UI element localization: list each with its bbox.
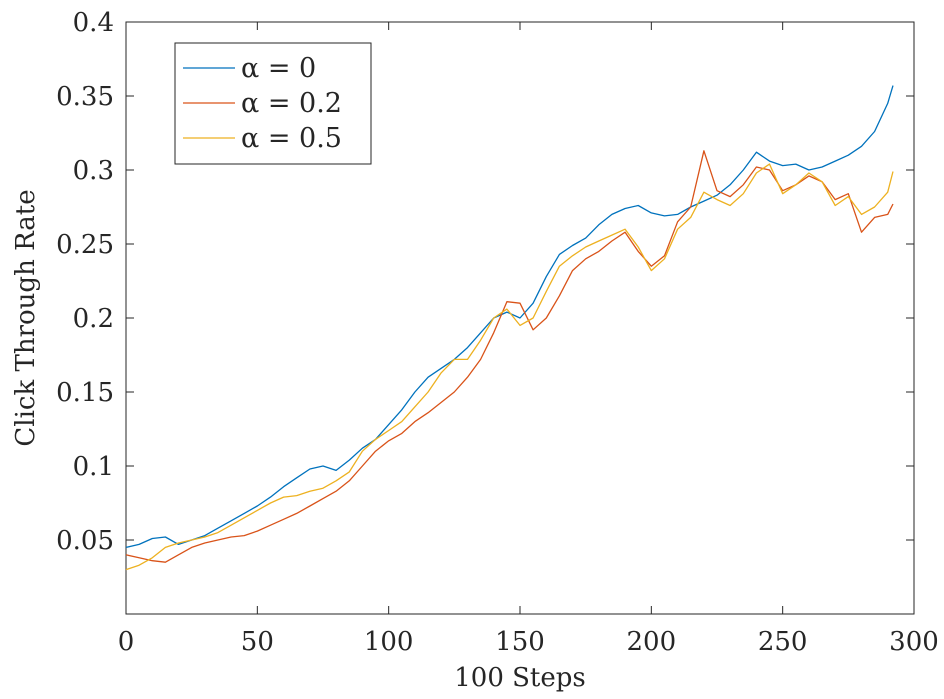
legend-label-0: α = 0 [241,53,316,84]
series-line-0 [125,85,894,549]
series-line-1 [125,150,894,563]
x-tick-label: 0 [118,627,135,657]
x-axis-title: 100 Steps [454,663,586,693]
y-tick-label: 0.3 [73,156,114,186]
x-tick-label: 250 [758,627,808,657]
x-tick-label: 100 [364,627,414,657]
tick-labels: 0 50 100 150 200 250 300 0.05 0.1 0.15 0.2 0.25 0.3 0… [56,8,939,657]
legend-label-2: α = 0.5 [241,123,342,154]
y-tick-label: 0.2 [73,304,114,334]
legend-label-1: α = 0.2 [241,88,342,119]
x-tick-label: 300 [889,627,939,657]
series-line-2 [125,163,894,571]
y-axis-title: Click Through Rate [11,189,41,446]
y-tick-label: 0.35 [56,82,114,112]
y-tick-label: 0.4 [73,8,114,38]
y-tick-label: 0.05 [56,526,114,556]
x-tick-label: 150 [495,627,545,657]
legend: α = 0 α = 0.2 α = 0.5 [174,42,372,165]
y-tick-label: 0.1 [73,452,114,482]
tick-marks [125,21,915,614]
y-tick-label: 0.25 [56,230,114,260]
y-tick-label: 0.15 [56,378,114,408]
series-layer [125,85,894,571]
x-tick-label: 200 [627,627,677,657]
x-tick-label: 50 [241,627,274,657]
